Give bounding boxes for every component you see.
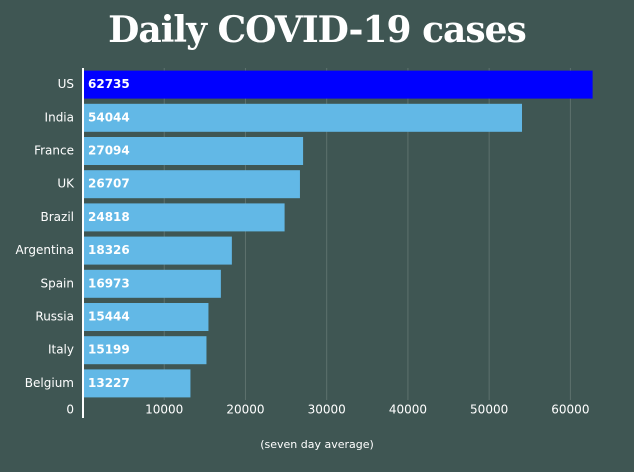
x-axis-label: (seven day average) [260,438,374,451]
data-label: 54044 [88,110,130,124]
data-label: 15444 [88,310,130,324]
bar [84,303,209,331]
category-label: Italy [48,343,74,357]
axis-layer: 0 10000 20000 30000 40000 50000 60000 [66,68,589,418]
category-label: US [58,77,74,91]
data-label: 13227 [88,376,130,390]
category-label: Spain [40,276,74,290]
data-label: 62735 [88,77,130,91]
category-label: Argentina [15,243,74,257]
bar-layer [84,70,593,398]
data-label: 27094 [88,144,130,158]
x-tick-label: 30000 [308,403,346,417]
data-label: 24818 [88,210,130,224]
bar [84,236,232,265]
x-tick-label: 0 [66,403,74,417]
category-label: Brazil [41,210,75,224]
bar [84,369,191,398]
bar [84,269,221,298]
x-tick-label: 20000 [226,403,264,417]
category-label: Russia [35,310,74,324]
chart-title: Daily COVID-19 cases [108,9,527,51]
x-tick-label: 50000 [470,403,508,417]
category-label: France [34,144,74,158]
data-label: 15199 [88,343,130,357]
label-layer: US 62735 India 54044 France 27094 UK 26707 Brazi… [15,77,129,390]
bar [84,170,300,199]
bar [84,70,593,99]
category-label: India [45,110,74,124]
bar [84,336,207,365]
category-label: UK [57,177,75,191]
data-label: 18326 [88,243,130,257]
x-tick-label: 60000 [551,403,589,417]
x-tick-label: 10000 [145,403,183,417]
category-label: Belgium [25,376,74,390]
bar [84,137,304,165]
x-tick-label: 40000 [389,403,427,417]
bar [84,203,285,232]
data-label: 26707 [88,177,130,191]
data-label: 16973 [88,276,130,290]
bar [84,103,523,132]
